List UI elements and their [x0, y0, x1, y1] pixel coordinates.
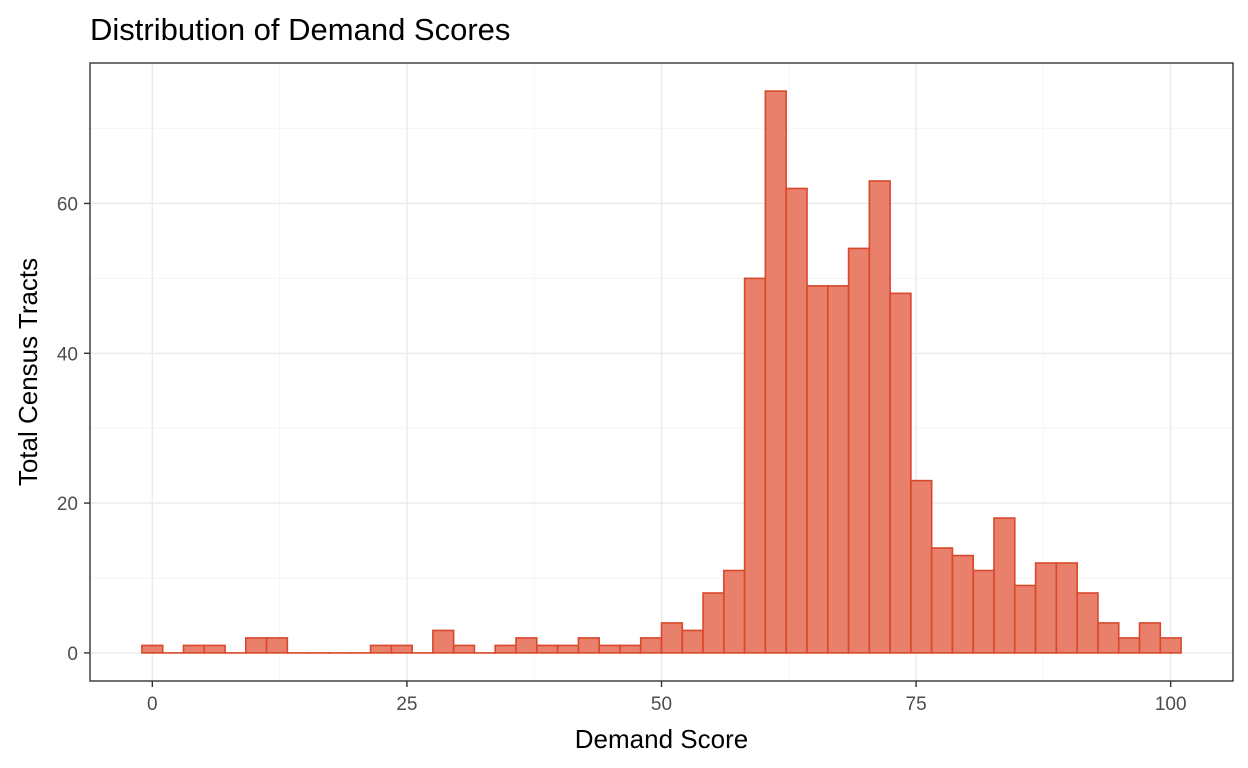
bars	[141, 90, 1182, 654]
histogram-bar	[743, 277, 767, 654]
histogram-bar	[951, 554, 975, 654]
y-axis-title: Total Census Tracts	[13, 258, 43, 486]
histogram-bar	[910, 479, 933, 654]
x-tick-label: 25	[396, 694, 417, 715]
histogram-bar	[577, 637, 600, 654]
histogram-bar	[723, 569, 746, 654]
histogram-bar	[930, 547, 954, 654]
histogram-bar	[452, 644, 476, 654]
histogram-bar	[141, 644, 164, 654]
histogram-bar	[182, 644, 206, 654]
histogram-bar	[619, 644, 642, 654]
histogram-bar	[785, 187, 808, 654]
histogram-bar	[432, 629, 455, 654]
histogram-bar	[806, 285, 829, 654]
x-tick-label: 100	[1155, 694, 1187, 715]
x-axis-title: Demand Score	[575, 724, 748, 754]
chart-title: Distribution of Demand Scores	[90, 12, 510, 47]
x-tick-label: 50	[651, 694, 672, 715]
histogram-bar	[972, 569, 995, 654]
histogram-bar	[764, 90, 787, 654]
histogram-bar	[265, 637, 289, 654]
histogram-bar	[203, 644, 226, 654]
histogram-bar	[1034, 562, 1058, 654]
histogram-bar	[494, 644, 517, 654]
histogram-bar	[993, 517, 1016, 654]
histogram-bar	[598, 644, 621, 654]
histogram-bar	[515, 637, 538, 654]
histogram-bar	[1013, 584, 1037, 654]
histogram-bar	[1159, 637, 1182, 654]
histogram-bar	[639, 637, 663, 654]
histogram-bar	[847, 247, 871, 654]
histogram-bar	[245, 637, 268, 654]
histogram-bar	[826, 285, 850, 654]
histogram-bar	[1138, 622, 1162, 654]
histogram-bar	[1097, 622, 1120, 654]
histogram-bar	[536, 644, 559, 654]
histogram-bar	[681, 629, 704, 654]
histogram-bar	[889, 292, 912, 654]
histogram-bar	[1117, 637, 1141, 654]
y-tick-label: 60	[57, 194, 78, 215]
histogram-bar	[390, 644, 413, 654]
histogram-bar	[369, 644, 393, 654]
x-tick-label: 0	[147, 694, 158, 715]
histogram-bar	[1076, 592, 1099, 654]
histogram-bar	[868, 180, 891, 654]
y-tick-label: 40	[57, 344, 78, 365]
axis-ticks: 0 25 50 75 100 0 20 40 60	[57, 194, 1187, 715]
y-tick-label: 0	[67, 644, 78, 665]
histogram-bar	[1055, 562, 1078, 654]
y-tick-label: 20	[57, 494, 78, 515]
histogram-bar	[702, 592, 725, 654]
x-tick-label: 75	[906, 694, 927, 715]
histogram-bar	[660, 622, 684, 654]
histogram-bar	[556, 644, 580, 654]
